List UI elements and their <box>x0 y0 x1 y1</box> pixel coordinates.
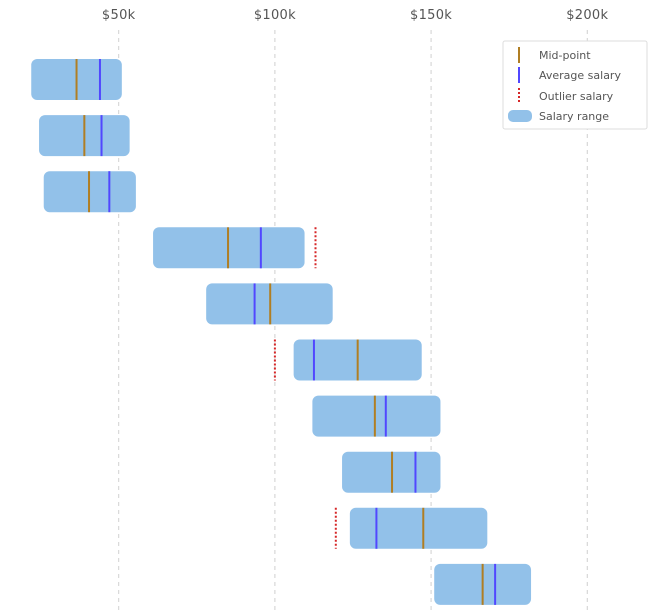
salary-row <box>153 227 317 269</box>
salary-row <box>312 395 441 437</box>
x-tick-label: $50k <box>102 8 136 23</box>
x-tick-label: $200k <box>566 8 608 23</box>
legend-average-label: Average salary <box>539 69 621 82</box>
salary-row <box>342 451 441 493</box>
x-tick-label: $100k <box>254 8 296 23</box>
legend-box <box>502 40 648 130</box>
salary-rows <box>31 59 532 605</box>
salary-row <box>273 339 422 381</box>
legend-range-swatch <box>508 110 532 122</box>
legend-outlier-label: Outlier salary <box>539 90 614 103</box>
salary-row <box>206 283 333 325</box>
x-axis-tick-labels: $50k $100k $150k $200k <box>102 8 608 23</box>
legend-range-label: Salary range <box>539 110 609 123</box>
legend-midpoint-label: Mid-point <box>539 49 591 62</box>
salary-row <box>434 563 532 605</box>
salary-range-bar <box>312 395 441 437</box>
salary-range-bar <box>349 507 488 549</box>
salary-row <box>43 171 136 213</box>
salary-row <box>31 59 122 100</box>
salary-row <box>39 115 130 157</box>
salary-row <box>334 507 488 549</box>
legend: Mid-point Average salary Outlier salary … <box>502 40 648 130</box>
x-tick-label: $150k <box>410 8 452 23</box>
